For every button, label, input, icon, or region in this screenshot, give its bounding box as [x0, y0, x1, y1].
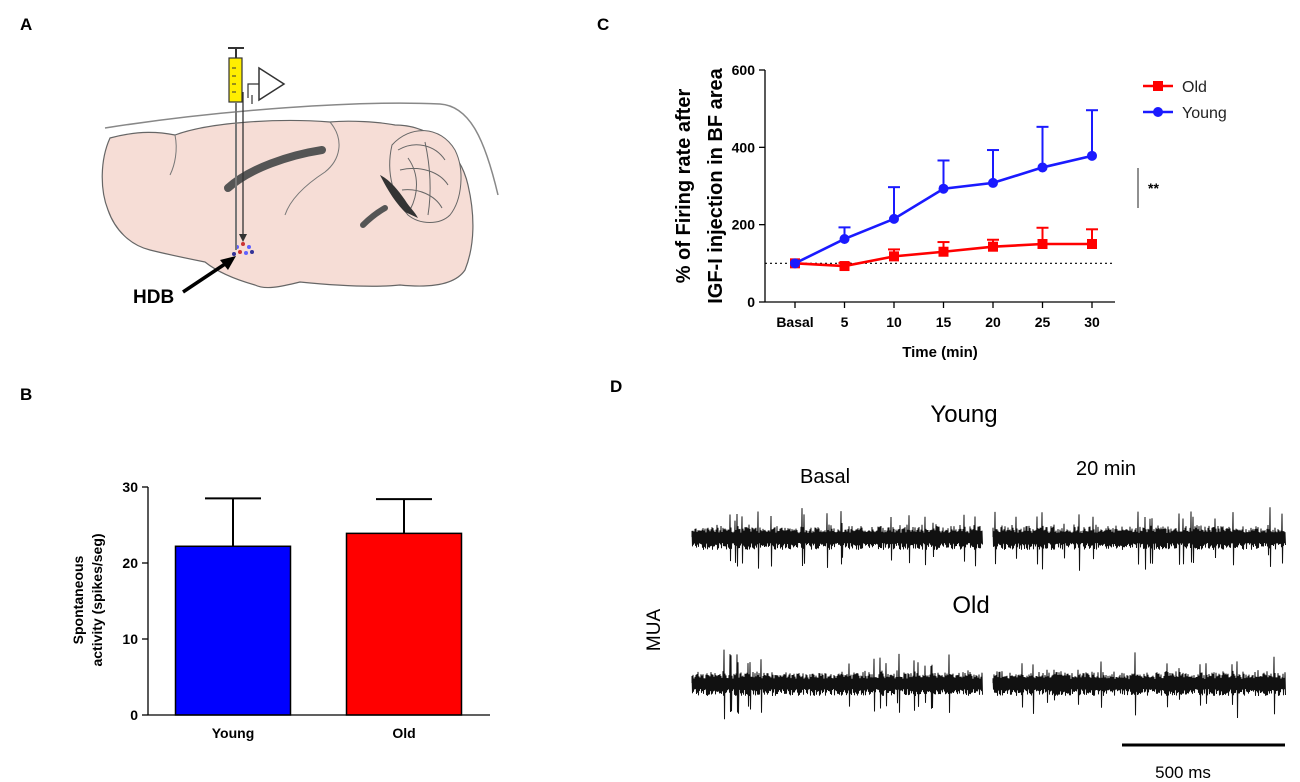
y-tick-label: 0 [747, 294, 755, 310]
time-label: 20 min [1076, 458, 1136, 480]
x-axis-title: Time (min) [902, 344, 978, 361]
trace-young-basal [691, 508, 983, 569]
recording-electrode [239, 66, 286, 242]
bar-old [345, 532, 463, 716]
y-tick-label: 200 [732, 217, 756, 233]
legend-marker-young [1153, 107, 1163, 117]
significance-label: ** [1148, 180, 1159, 196]
line-chart: 0 200 400 600 Basal 5 10 15 20 25 30 Time (min) % of… [673, 62, 1227, 361]
mua-label: MUA [644, 609, 665, 652]
trace-old-20min [992, 652, 1286, 719]
hippocampus-line [284, 121, 340, 216]
point-young [1037, 162, 1048, 173]
point-old [938, 246, 949, 257]
x-tick-label-young: Young [212, 725, 255, 741]
legend-label-young: Young [1182, 105, 1227, 122]
legend-marker-old [1153, 81, 1163, 91]
point-young [790, 258, 800, 269]
x-tick-label: 25 [1035, 314, 1051, 330]
x-tick-label: 10 [886, 314, 902, 330]
hdb-label: HDB [133, 287, 174, 308]
panel-label-b: B [20, 385, 32, 404]
commissure [360, 205, 388, 228]
legend-label-old: Old [1182, 79, 1207, 96]
point-old [1037, 239, 1048, 249]
y-axis-title-line2: activity (spikes/seg) [89, 533, 105, 666]
point-young [938, 183, 949, 194]
y-tick-label: 400 [732, 139, 756, 155]
point-old [839, 261, 850, 272]
cerebellum [380, 130, 462, 223]
fourth-ventricle [380, 175, 418, 218]
y-tick-label: 600 [732, 62, 756, 78]
x-tick-label-old: Old [392, 725, 415, 741]
brain-outline [101, 119, 474, 289]
hdb-arrow [182, 260, 229, 294]
y-axis-title-line1: % of Firing rate after [673, 89, 695, 284]
cortex-line [169, 134, 177, 176]
syringe-barrel [228, 57, 243, 103]
x-tick-label: 20 [985, 314, 1001, 330]
point-young [839, 233, 850, 244]
y-tick-label: 0 [130, 707, 138, 723]
y-tick-label: 10 [122, 631, 138, 647]
panel-label-a: A [20, 15, 32, 34]
syringe [228, 47, 244, 250]
mua-panel: Young Basal 20 min Old MUA 500 ms [644, 401, 1286, 782]
point-old [1087, 239, 1097, 249]
scale-bar-label: 500 ms [1155, 763, 1211, 782]
y-axis-title-line2: IGF-I injection in BF area [705, 67, 727, 303]
point-old [889, 251, 899, 262]
x-tick-label: Basal [776, 314, 813, 330]
point-young [988, 177, 998, 188]
amplifier-icon [258, 66, 286, 102]
x-tick-label: 30 [1084, 314, 1100, 330]
bar-young [174, 545, 292, 716]
y-tick-label: 20 [122, 555, 138, 571]
brain-schematic: HDB [101, 47, 499, 308]
trace-old-basal [691, 649, 983, 720]
young-trace-title: Young [930, 401, 997, 428]
point-old [988, 241, 998, 252]
basal-label: Basal [800, 466, 850, 488]
electrode-tip-icon [239, 234, 247, 242]
trace-young-20min [992, 507, 1286, 571]
point-young [889, 213, 899, 224]
y-axis-title-line1: Spontaneous [70, 555, 86, 644]
y-tick-label: 30 [122, 479, 138, 495]
panel-label-d: D [610, 377, 622, 396]
arrow-head-icon [220, 256, 236, 270]
x-tick-label: 15 [936, 314, 952, 330]
skull-outline [104, 102, 499, 196]
panel-label-c: C [597, 15, 609, 34]
bar-chart: Young Old 0 10 20 30 Spontaneous activity (spik… [70, 479, 490, 741]
x-tick-label: 5 [841, 314, 849, 330]
point-young [1087, 150, 1097, 161]
old-trace-title: Old [952, 592, 989, 619]
